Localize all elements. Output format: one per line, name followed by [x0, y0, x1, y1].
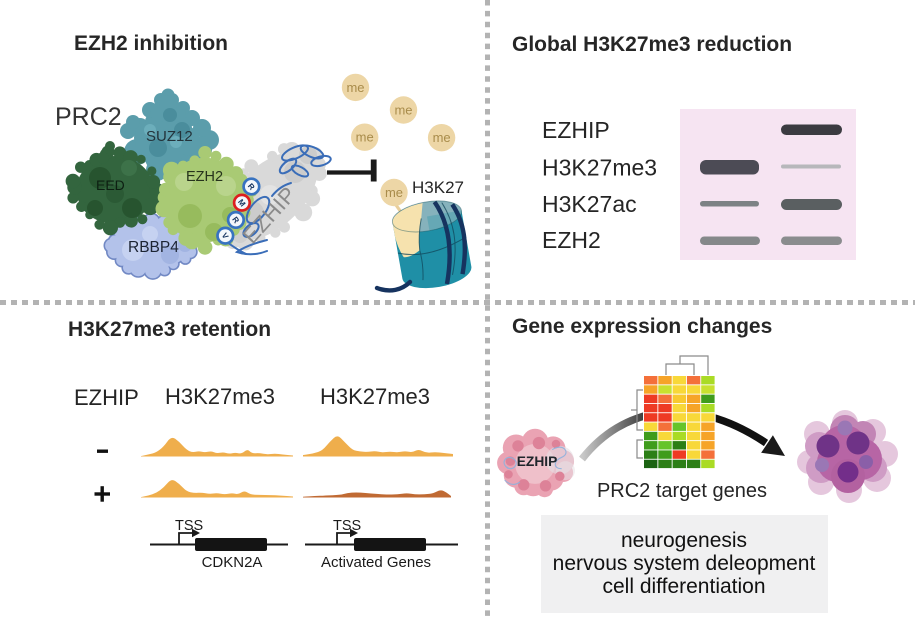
svg-text:TSS: TSS [175, 518, 203, 534]
svg-text:me: me [394, 103, 412, 118]
svg-text:me: me [346, 80, 364, 95]
svg-text:neurogenesis: neurogenesis [621, 529, 747, 552]
svg-text:EZH2: EZH2 [542, 227, 601, 253]
svg-text:PRC2: PRC2 [55, 103, 122, 131]
svg-text:EED: EED [96, 177, 125, 193]
svg-text:cell differentiation: cell differentiation [602, 575, 765, 598]
svg-text:RBBP4: RBBP4 [128, 239, 179, 256]
svg-text:nervous system deleopment: nervous system deleopment [553, 552, 816, 575]
svg-text:H3K27: H3K27 [412, 178, 464, 197]
svg-text:Gene expression changes: Gene expression changes [512, 315, 772, 338]
svg-text:Activated Genes: Activated Genes [321, 554, 431, 571]
svg-text:R: R [246, 182, 257, 192]
svg-text:H3K27me3: H3K27me3 [320, 384, 430, 409]
svg-text:me: me [356, 130, 374, 145]
svg-text:EZHIP: EZHIP [517, 454, 558, 469]
svg-text:H3K27ac: H3K27ac [542, 191, 637, 217]
svg-text:me: me [385, 185, 403, 200]
svg-text:EZH2 inhibition: EZH2 inhibition [74, 32, 228, 55]
svg-text:M: M [236, 198, 247, 209]
svg-text:me: me [433, 130, 451, 145]
svg-text:H3K27me3: H3K27me3 [542, 155, 657, 181]
svg-text:EZH2: EZH2 [186, 169, 223, 185]
svg-text:SUZ12: SUZ12 [146, 128, 193, 145]
svg-text:EZHIP: EZHIP [542, 117, 610, 143]
svg-text:TSS: TSS [333, 518, 361, 534]
svg-text:V: V [220, 231, 231, 241]
svg-text:H3K27me3: H3K27me3 [165, 384, 275, 409]
svg-text:CDKN2A: CDKN2A [202, 554, 263, 571]
svg-text:H3K27me3 retention: H3K27me3 retention [68, 318, 271, 341]
svg-text:Global H3K27me3 reduction: Global H3K27me3 reduction [512, 33, 792, 56]
svg-text:R: R [230, 215, 241, 225]
svg-text:EZHIP: EZHIP [74, 385, 139, 410]
svg-text:PRC2 target genes: PRC2 target genes [597, 480, 767, 502]
